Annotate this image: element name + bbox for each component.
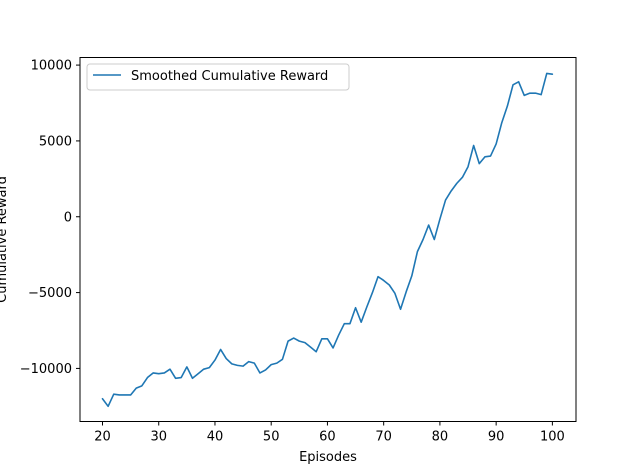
y-tick-label: −10000 xyxy=(20,362,72,377)
legend-box xyxy=(86,63,350,91)
x-tick-label: 30 xyxy=(150,430,167,445)
y-tick-label: 5000 xyxy=(39,134,72,149)
x-axis-label: Episodes xyxy=(299,450,357,465)
x-tick-label: 60 xyxy=(319,430,336,445)
x-tick-label: 20 xyxy=(94,430,111,445)
x-tick-label: 100 xyxy=(540,430,565,445)
axis-ticks: 20 30 40 50 60 70 80 90 100 −10000 −5000 0 5000 10000 xyxy=(20,59,565,445)
x-tick-label: 50 xyxy=(263,430,280,445)
x-tick-label: 40 xyxy=(207,430,224,445)
y-tick-label: −5000 xyxy=(28,286,72,301)
legend-label: Smoothed Cumulative Reward xyxy=(131,69,328,84)
y-tick-label: 0 xyxy=(64,210,72,225)
legend: Smoothed Cumulative Reward xyxy=(86,63,350,91)
x-tick-label: 70 xyxy=(375,430,392,445)
plot-area xyxy=(101,72,554,408)
plot-frame xyxy=(79,57,577,422)
y-axis-label: Cumulative Reward xyxy=(0,176,10,303)
series-line-0 xyxy=(101,72,554,408)
x-tick-label: 80 xyxy=(432,430,449,445)
x-tick-label: 90 xyxy=(488,430,505,445)
y-tick-label: 10000 xyxy=(31,59,72,74)
